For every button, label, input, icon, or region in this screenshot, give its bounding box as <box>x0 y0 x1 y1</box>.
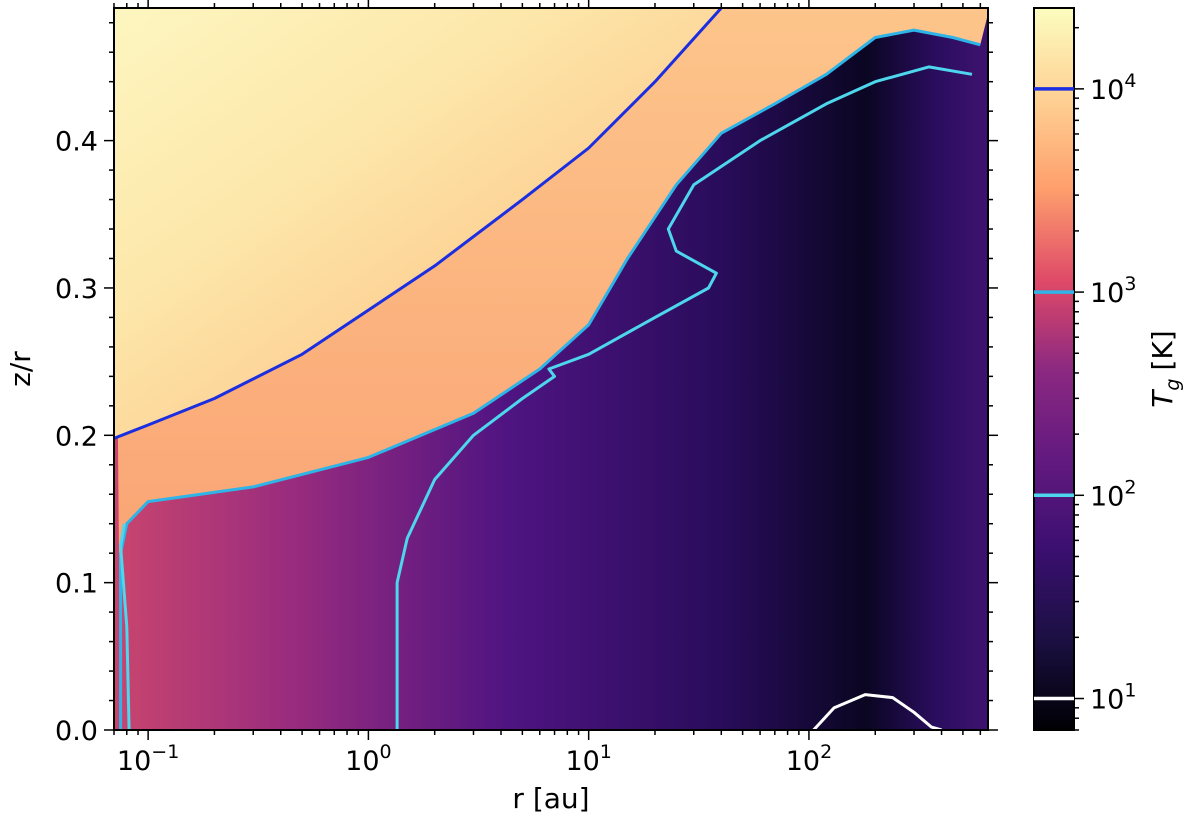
colorbar-label-unit: [K] <box>1146 330 1179 370</box>
x-tick-exponent: −1 <box>151 741 179 763</box>
contour-line <box>114 8 723 440</box>
x-tick-base: 10 <box>345 746 379 777</box>
colorbar-tick-label: 104 <box>1090 70 1136 106</box>
y-axis-label: z/r <box>4 351 37 387</box>
contour-line <box>395 65 973 730</box>
y-tick-label: 0.2 <box>55 421 98 452</box>
y-axis-ticks: 0.0 0.1 0.2 0.3 0.4 <box>55 21 998 747</box>
x-tick-label: 101 <box>565 741 611 777</box>
contour-line <box>119 28 981 730</box>
colorbar-tick-base: 10 <box>1090 481 1124 512</box>
colorbar-gradient <box>1033 7 1075 731</box>
hot-atmosphere-region <box>114 8 722 439</box>
colorbar-tick-base: 10 <box>1090 685 1124 716</box>
x-tick-base: 10 <box>786 746 820 777</box>
colorbar-tick-exponent: 1 <box>1124 680 1136 702</box>
y-tick-label: 0.1 <box>55 569 98 600</box>
x-tick-exponent: 1 <box>600 741 612 763</box>
colorbar-label-symbol: T <box>1146 389 1179 408</box>
contour-line <box>812 693 943 730</box>
colorbar-tick-exponent: 3 <box>1124 273 1136 295</box>
x-axis-ticks: 10−1 100 101 102 <box>113 0 982 777</box>
temperature-contours <box>114 8 981 730</box>
x-tick-label: 10−1 <box>117 741 179 777</box>
colorbar-tick-base: 10 <box>1090 278 1124 309</box>
colorbar-tick-label: 103 <box>1090 273 1136 309</box>
x-axis-label: r [au] <box>512 782 589 815</box>
x-tick-base: 10 <box>565 746 599 777</box>
x-tick-base: 10 <box>117 746 151 777</box>
x-tick-label: 100 <box>345 741 391 777</box>
x-tick-label: 102 <box>786 741 832 777</box>
plot-frame <box>113 7 989 731</box>
y-tick-label: 0.0 <box>55 716 98 747</box>
colorbar-label: Tg [K] <box>1146 330 1184 407</box>
colorbar-tick-exponent: 2 <box>1124 476 1136 498</box>
colorbar-tick-label: 102 <box>1090 476 1136 512</box>
y-tick-label: 0.3 <box>55 274 98 305</box>
colorbar-tick-exponent: 4 <box>1124 70 1136 92</box>
colorbar-tick-base: 10 <box>1090 75 1124 106</box>
y-tick-label: 0.4 <box>55 127 98 158</box>
colorbar-label-subscript: g <box>1162 379 1184 391</box>
contour-line <box>119 523 131 730</box>
colorbar-tick-label: 101 <box>1090 680 1136 716</box>
x-tick-exponent: 2 <box>820 741 832 763</box>
x-tick-exponent: 0 <box>380 741 392 763</box>
plot-area <box>114 8 988 730</box>
